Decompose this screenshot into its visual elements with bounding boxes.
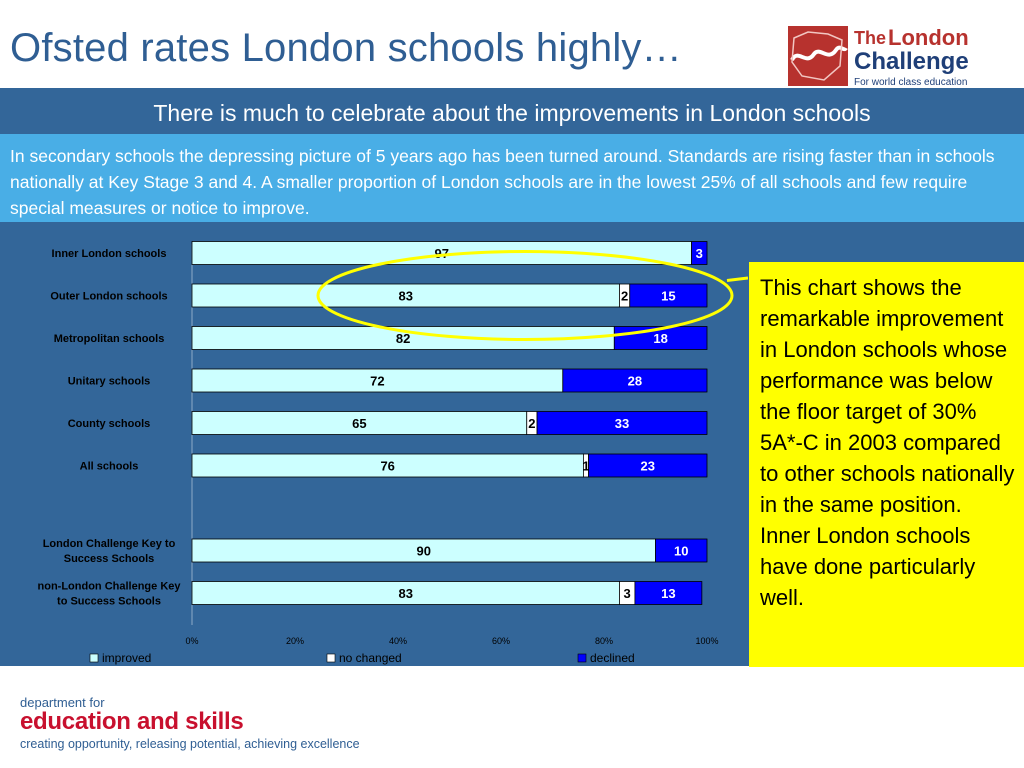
data-label: 10 [674, 544, 688, 559]
logo-challenge: Challenge [854, 48, 969, 75]
intro-text: In secondary schools the depressing pict… [10, 146, 995, 218]
x-tick-label: 0% [185, 636, 198, 646]
bar-segment-declined [655, 538, 708, 563]
data-label: 72 [370, 374, 384, 389]
legend-label: no changed [339, 651, 402, 665]
data-label: 18 [653, 331, 667, 346]
bar-segment-declined [634, 581, 703, 605]
data-label: 28 [628, 374, 642, 389]
category-label: County schools [68, 418, 151, 430]
data-label: 76 [380, 459, 394, 474]
bar-segment-declined [629, 283, 708, 308]
data-label: 33 [615, 416, 629, 431]
logo-the: The [854, 28, 887, 48]
x-tick-label: 80% [595, 636, 613, 646]
bar-segment-declined [536, 411, 708, 435]
x-tick-label: 40% [389, 636, 407, 646]
legend-swatch [89, 653, 99, 663]
data-label: 82 [396, 331, 410, 346]
data-label: 97 [435, 246, 449, 261]
logo-tagline: For world class education [854, 77, 968, 88]
stacked-bar-chart: Inner London schools 97 3 Outer London scho… [0, 222, 748, 666]
category-label: Unitary schools [68, 376, 151, 388]
data-label: 2 [528, 416, 535, 431]
data-label: 65 [352, 416, 366, 431]
chart-svg: Inner London schools 97 3 Outer London scho… [38, 241, 748, 665]
callout-text: This chart shows the remarkable improvem… [760, 275, 1015, 610]
page-title: Ofsted rates London schools highly… [10, 26, 682, 70]
data-label: 83 [398, 289, 412, 304]
callout-box: This chart shows the remarkable improvem… [749, 262, 1024, 667]
highlight-ellipse [316, 250, 734, 341]
category-label: All schools [80, 461, 139, 473]
london-map-emblem-icon [788, 26, 848, 86]
x-tick-label: 20% [286, 636, 304, 646]
bar-segment-declined [691, 241, 708, 265]
intro-box: In secondary schools the depressing pict… [0, 134, 1024, 222]
footer-tagline: creating opportunity, releasing potentia… [20, 737, 360, 751]
data-label: 23 [641, 459, 655, 474]
data-label: 15 [661, 289, 675, 304]
callout-connector [726, 276, 748, 282]
legend-swatch [577, 653, 587, 663]
category-label: London Challenge Key to Success Schools [43, 538, 176, 565]
data-label: 1 [582, 459, 589, 474]
legend-swatch [326, 653, 336, 663]
category-label: Outer London schools [50, 291, 167, 303]
london-challenge-logo: The London Challenge For world class edu… [788, 26, 988, 88]
legend-label: improved [102, 651, 151, 665]
bar-segment-declined [588, 453, 708, 478]
data-label: 3 [624, 586, 631, 601]
banner-text: There is much to celebrate about the imp… [153, 100, 871, 126]
legend-label: declined [590, 651, 635, 665]
subtitle-banner: There is much to celebrate about the imp… [0, 88, 1024, 134]
x-tick-label: 100% [695, 636, 718, 646]
category-label: Inner London schools [52, 248, 167, 260]
bar-segment-declined [562, 368, 708, 393]
footer-department: department for [20, 695, 105, 710]
x-tick-label: 60% [492, 636, 510, 646]
data-label: 2 [621, 289, 628, 304]
category-label: non-London Challenge Key to Success Schoo… [38, 581, 182, 608]
category-label: Metropolitan schools [54, 333, 165, 345]
data-label: 90 [417, 544, 431, 559]
data-label: 3 [696, 246, 703, 261]
data-label: 13 [661, 586, 675, 601]
logo-london: London [888, 26, 969, 50]
data-label: 83 [398, 586, 412, 601]
footer-dfes-logo: education and skills [20, 708, 244, 735]
